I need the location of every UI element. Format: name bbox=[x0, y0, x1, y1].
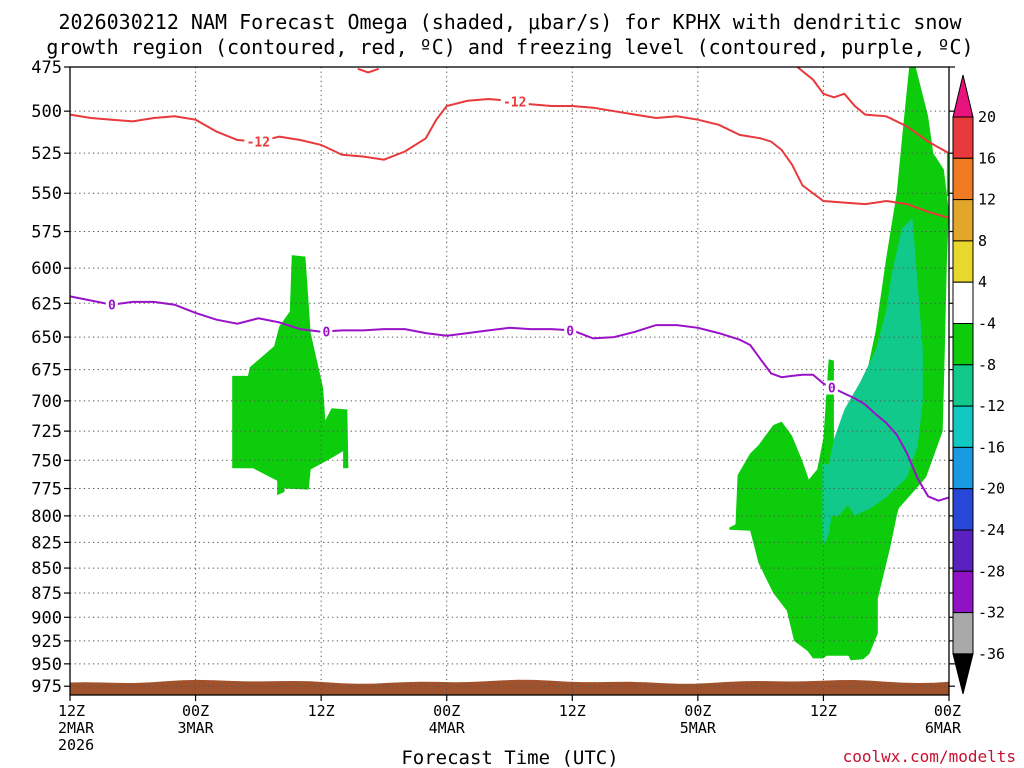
x-tick-label-12-0: 00Z bbox=[182, 702, 209, 720]
colorbar: 20 16 12 8 4 -4 -8 -12 -16 -20 -24 -28 -32 -36 bbox=[952, 74, 1005, 695]
colorbar-label-4: 4 bbox=[978, 273, 987, 291]
gridlines bbox=[70, 67, 949, 695]
colorbar-label-2: 12 bbox=[978, 191, 996, 209]
y-tick-label-725: 725 bbox=[31, 422, 62, 442]
x-tick-label-72-0: 12Z bbox=[810, 702, 837, 720]
terrain-band bbox=[70, 679, 949, 695]
x-tick-label-36-1: 4MAR bbox=[429, 719, 466, 737]
colorbar-swatch-7 bbox=[952, 405, 974, 448]
chart-title-line2: growth region (contoured, red, ºC) and f… bbox=[46, 35, 973, 59]
y-tick-label-625: 625 bbox=[31, 294, 62, 314]
x-tick-label-48-0: 12Z bbox=[559, 702, 586, 720]
freezing-level-label-3: 0 bbox=[828, 382, 836, 397]
colorbar-swatch-8 bbox=[952, 446, 974, 490]
plot-frame bbox=[69, 66, 950, 696]
x-tick-label-60-0: 00Z bbox=[684, 702, 711, 720]
freezing-level-line bbox=[69, 295, 950, 502]
colorbar-swatch-2 bbox=[952, 199, 974, 242]
y-tick-label-875: 875 bbox=[31, 584, 62, 604]
x-tick-label-24-0: 12Z bbox=[308, 702, 335, 720]
colorbar-swatch-3 bbox=[952, 240, 974, 283]
x-tick-label-12-1: 3MAR bbox=[178, 719, 215, 737]
colorbar-swatch-11 bbox=[952, 570, 974, 614]
plot-area bbox=[70, 67, 949, 695]
y-tick-label-700: 700 bbox=[31, 392, 62, 412]
freezing-level-label-1: 0 bbox=[322, 325, 330, 340]
colorbar-label-8: -16 bbox=[978, 438, 1005, 456]
colorbar-swatch-9 bbox=[952, 488, 974, 531]
freezing-level-label-0-bg bbox=[105, 297, 118, 312]
colorbar-label-6: -8 bbox=[978, 356, 996, 374]
upper-isotherm-segment-0 bbox=[357, 67, 380, 74]
freezing-level-label-3-bg bbox=[825, 380, 838, 395]
x-tick-label-84-0: 00Z bbox=[934, 702, 961, 720]
omega-region-neg4-0 bbox=[232, 255, 349, 496]
y-tick-label-600: 600 bbox=[31, 259, 62, 279]
colorbar-top-arrow bbox=[952, 74, 974, 118]
snow-growth-label-1-bg bbox=[500, 94, 529, 109]
omega-region-neg8-3 bbox=[822, 217, 923, 545]
snow-growth-label-0: -12 bbox=[247, 136, 270, 151]
colorbar-label-13: -36 bbox=[978, 645, 1005, 663]
y-tick-label-475: 475 bbox=[31, 58, 62, 78]
y-tick-label-775: 775 bbox=[31, 480, 62, 500]
colorbar-label-5: -4 bbox=[978, 315, 996, 333]
x-tick-label-0-0: 12Z bbox=[58, 702, 85, 720]
y-tick-label-950: 950 bbox=[31, 655, 62, 675]
colorbar-label-1: 16 bbox=[978, 149, 996, 167]
x-tick-label-0-2: 2026 bbox=[58, 736, 94, 754]
y-tick-label-675: 675 bbox=[31, 361, 62, 381]
contour-lines: -12 -12 0 0 0 0 bbox=[69, 66, 950, 502]
x-axis-title: Forecast Time (UTC) bbox=[401, 747, 618, 768]
snow-growth-label-1: -12 bbox=[503, 96, 526, 111]
colorbar-label-9: -20 bbox=[978, 480, 1005, 498]
colorbar-label-3: 8 bbox=[978, 232, 987, 250]
y-tick-label-525: 525 bbox=[31, 144, 62, 164]
freezing-level-label-2-bg bbox=[564, 323, 577, 338]
omega-region-neg4-1 bbox=[729, 67, 949, 661]
snow-growth-isotherm-line bbox=[69, 97, 950, 219]
x-tick-label-0-1: 2MAR bbox=[58, 719, 95, 737]
y-tick-label-850: 850 bbox=[31, 559, 62, 579]
upper-isotherm-segment-1 bbox=[796, 66, 950, 155]
colorbar-swatch-0 bbox=[952, 116, 974, 159]
y-tick-label-900: 900 bbox=[31, 608, 62, 628]
colorbar-swatch-10 bbox=[952, 529, 974, 572]
freezing-level-label-1-bg bbox=[320, 324, 333, 339]
y-tick-label-550: 550 bbox=[31, 184, 62, 204]
colorbar-swatch-1 bbox=[952, 157, 974, 201]
y-tick-label-575: 575 bbox=[31, 223, 62, 243]
colorbar-label-12: -32 bbox=[978, 604, 1005, 622]
colorbar-swatch-5 bbox=[952, 323, 974, 366]
y-tick-label-825: 825 bbox=[31, 533, 62, 553]
colorbar-label-11: -28 bbox=[978, 562, 1005, 580]
freezing-level-label-0: 0 bbox=[108, 299, 116, 314]
colorbar-label-10: -24 bbox=[978, 521, 1005, 539]
colorbar-label-0: 20 bbox=[978, 108, 996, 126]
colorbar-swatch-12 bbox=[952, 612, 974, 655]
colorbar-swatch-4 bbox=[952, 281, 974, 325]
x-tick-label-36-0: 00Z bbox=[433, 702, 460, 720]
x-tick-label-84-1: 6MAR bbox=[925, 719, 962, 737]
snow-growth-label-0-bg bbox=[244, 134, 273, 149]
y-tick-label-650: 650 bbox=[31, 328, 62, 348]
axes: 475 500 525 550 575 600 625 650 675 700 725 750 775 8… bbox=[31, 58, 962, 754]
colorbar-label-7: -12 bbox=[978, 397, 1005, 415]
y-tick-label-975: 975 bbox=[31, 677, 62, 697]
chart-title-line1: 2026030212 NAM Forecast Omega (shaded, μ… bbox=[58, 10, 962, 34]
x-tick-label-60-1: 5MAR bbox=[680, 719, 717, 737]
y-tick-label-500: 500 bbox=[31, 102, 62, 122]
colorbar-swatch-6 bbox=[952, 364, 974, 407]
freezing-level-label-2: 0 bbox=[566, 324, 574, 339]
credit-text: coolwx.com/modelts bbox=[843, 747, 1016, 766]
y-tick-label-800: 800 bbox=[31, 507, 62, 527]
colorbar-bottom-arrow bbox=[952, 653, 974, 695]
y-tick-label-750: 750 bbox=[31, 451, 62, 471]
y-tick-label-925: 925 bbox=[31, 632, 62, 652]
